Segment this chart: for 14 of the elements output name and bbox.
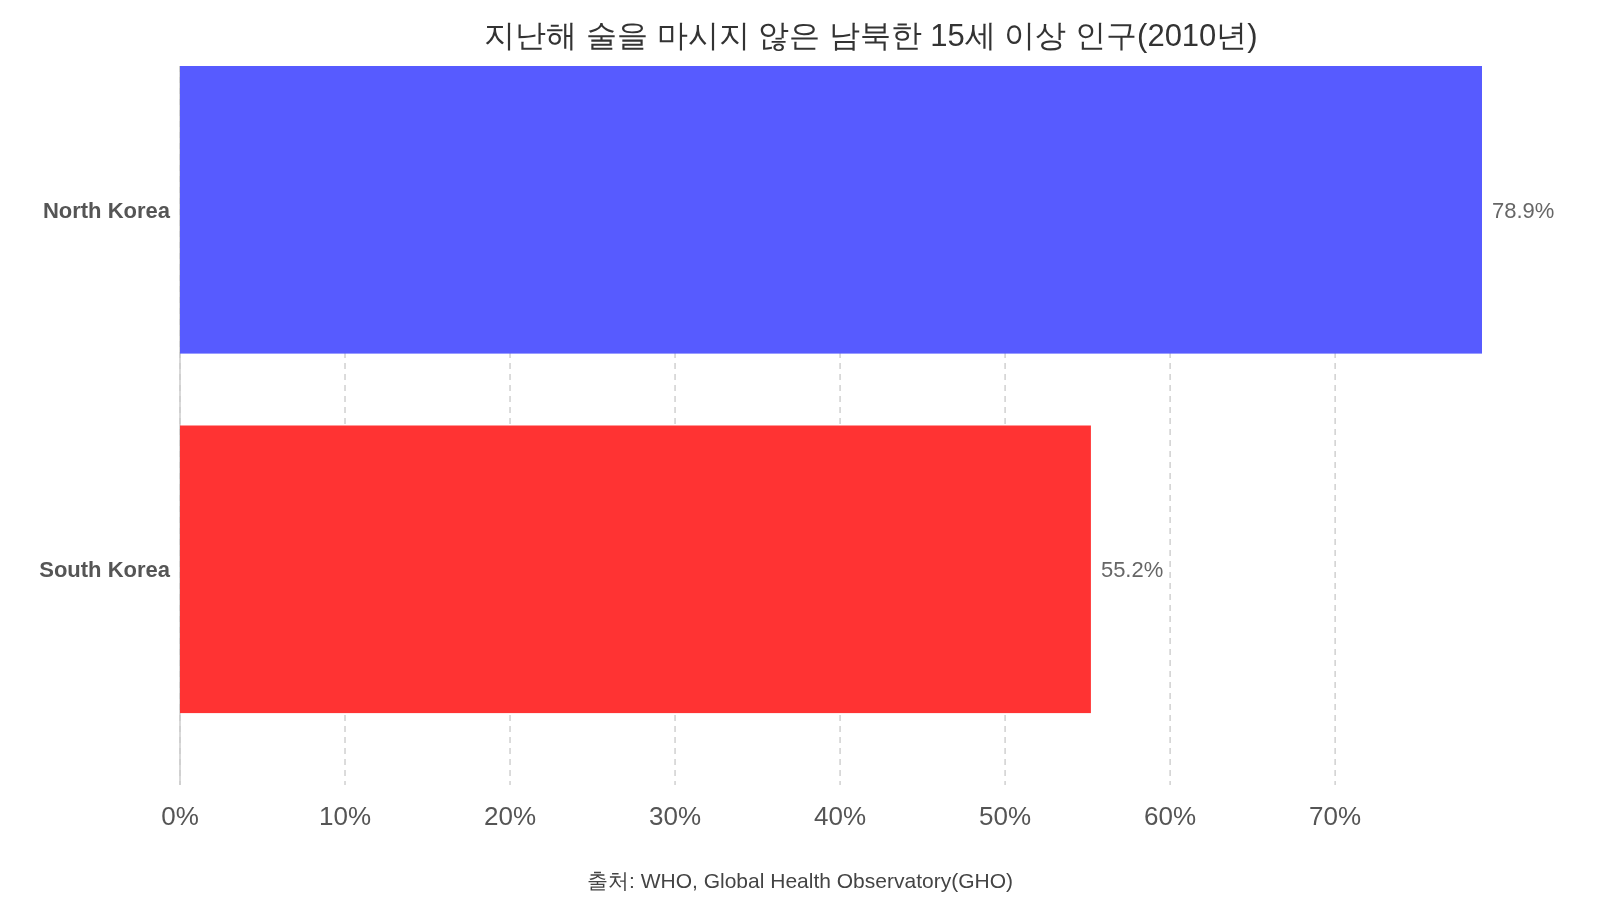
x-tick-label: 60% (1144, 801, 1197, 831)
data-label: 55.2% (1100, 557, 1164, 583)
x-tick-label: 20% (484, 801, 537, 831)
x-tick-label: 40% (814, 801, 867, 831)
x-tick-label: 0% (161, 801, 199, 831)
x-tick-label: 70% (1309, 801, 1362, 831)
chart-title: 지난해 술을 마시지 않은 남북한 15세 이상 인구(2010년) (484, 18, 1258, 53)
x-tick-label: 30% (649, 801, 702, 831)
x-tick-label: 10% (319, 801, 372, 831)
x-tick-label: 50% (979, 801, 1032, 831)
y-tick-label: North Korea (42, 197, 171, 223)
data-label: 78.9% (1492, 197, 1555, 223)
source-note: 출처: WHO, Global Health Observatory(GHO) (587, 869, 1013, 892)
y-tick-label: South Korea (39, 557, 171, 583)
